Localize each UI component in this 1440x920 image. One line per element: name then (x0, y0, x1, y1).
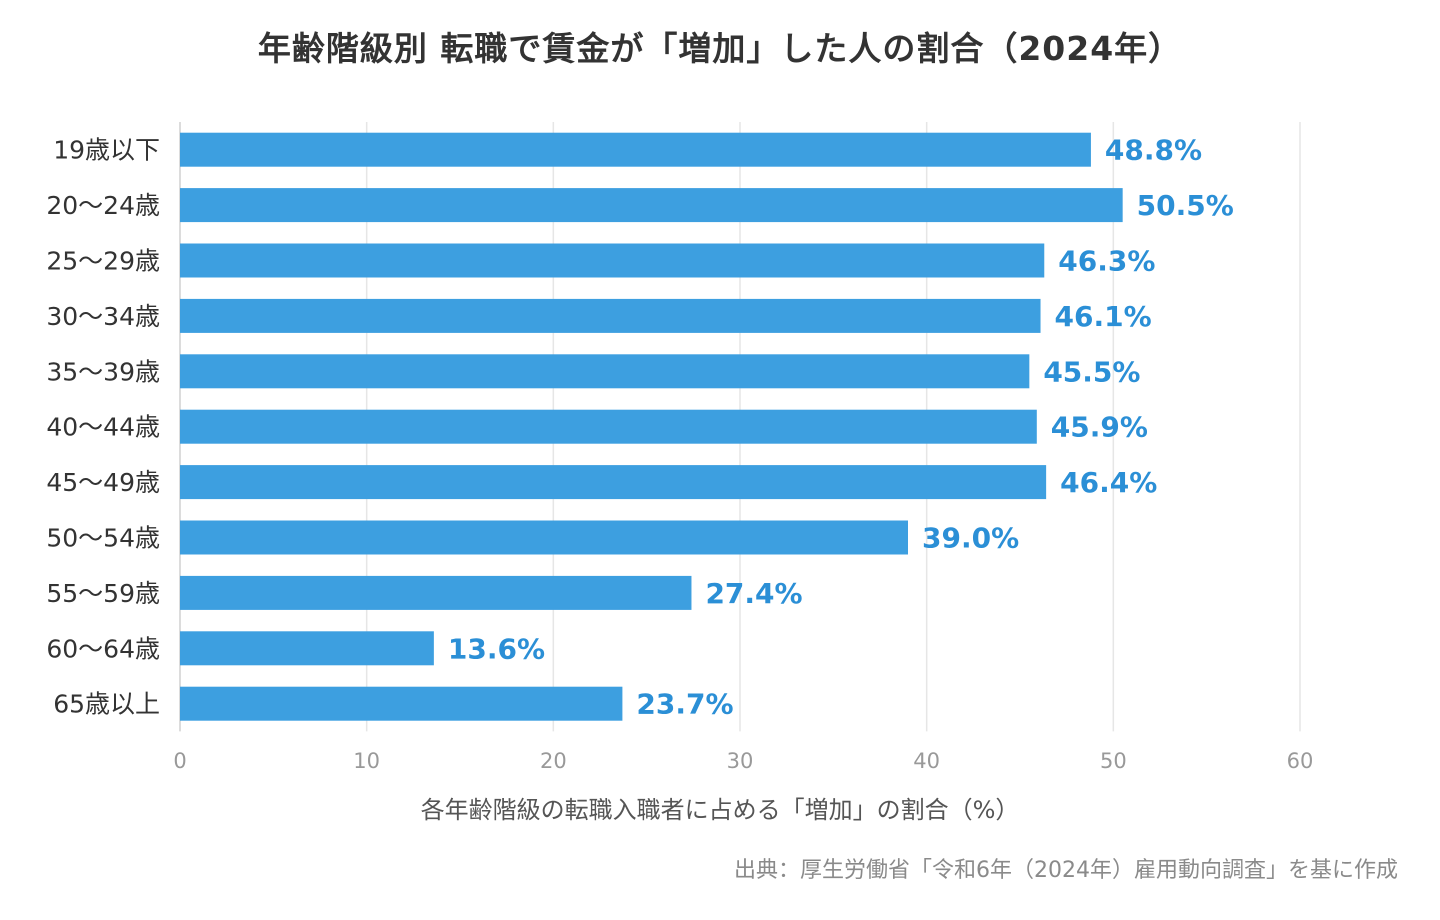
category-label-9: 60〜64歳 (46, 634, 160, 663)
bar-6 (180, 465, 1047, 500)
bars-group (180, 132, 1123, 721)
x-tick-label-40: 40 (913, 749, 940, 773)
category-labels: 19歳以下 20〜24歳 25〜29歳 30〜34歳 35〜39歳 40〜44歳 45〜49… (46, 136, 160, 719)
category-label-7: 50〜54歳 (46, 524, 160, 553)
category-label-5: 40〜44歳 (46, 413, 160, 442)
value-label-2: 46.3% (1058, 245, 1155, 278)
category-label-6: 45〜49歳 (46, 468, 160, 497)
category-label-8: 55〜59歳 (46, 579, 160, 608)
category-label-1: 20〜24歳 (46, 191, 160, 220)
category-label-3: 30〜34歳 (46, 302, 160, 331)
bar-5 (180, 409, 1037, 444)
value-label-10: 23.7% (636, 688, 733, 721)
category-label-4: 35〜39歳 (46, 357, 160, 386)
x-axis-label: 各年齢階級の転職入職者に占める「増加」の割合（%） (421, 796, 1020, 824)
source-note: 出典：厚生労働省「令和6年（2024年）雇用動向調査」を基に作成 (734, 858, 1398, 883)
bar-2 (180, 243, 1045, 278)
x-tick-labels: 0 10 20 30 40 50 60 (173, 749, 1313, 773)
x-tick-label-10: 10 (353, 749, 380, 773)
category-label-2: 25〜29歳 (46, 247, 160, 276)
x-tick-label-20: 20 (540, 749, 567, 773)
value-label-4: 45.5% (1043, 355, 1140, 388)
x-tick-label-30: 30 (727, 749, 754, 773)
value-label-5: 45.9% (1051, 411, 1148, 444)
value-label-6: 46.4% (1060, 466, 1157, 499)
x-tick-label-50: 50 (1100, 749, 1127, 773)
value-label-8: 27.4% (705, 577, 802, 610)
bar-0 (180, 132, 1091, 167)
bar-4 (180, 354, 1030, 389)
bar-1 (180, 188, 1123, 223)
bar-10 (180, 686, 623, 721)
value-label-1: 50.5% (1137, 189, 1234, 222)
value-label-3: 46.1% (1055, 300, 1152, 333)
bar-7 (180, 520, 908, 555)
value-label-9: 13.6% (448, 632, 545, 665)
value-labels: 48.8% 50.5% 46.3% 46.1% 45.5% 45.9% 46.4% 39.0%… (448, 134, 1234, 721)
x-tick-label-60: 60 (1287, 749, 1314, 773)
value-label-7: 39.0% (922, 522, 1019, 555)
x-tick-label-0: 0 (173, 749, 186, 773)
bar-3 (180, 298, 1041, 333)
bar-8 (180, 575, 692, 610)
value-label-0: 48.8% (1105, 134, 1202, 167)
bar-9 (180, 631, 434, 666)
chart-title: 年齢階級別 転職で賃金が「増加」した人の割合（2024年） (257, 29, 1183, 68)
category-label-0: 19歳以下 (53, 136, 160, 165)
category-label-10: 65歳以上 (53, 690, 160, 719)
